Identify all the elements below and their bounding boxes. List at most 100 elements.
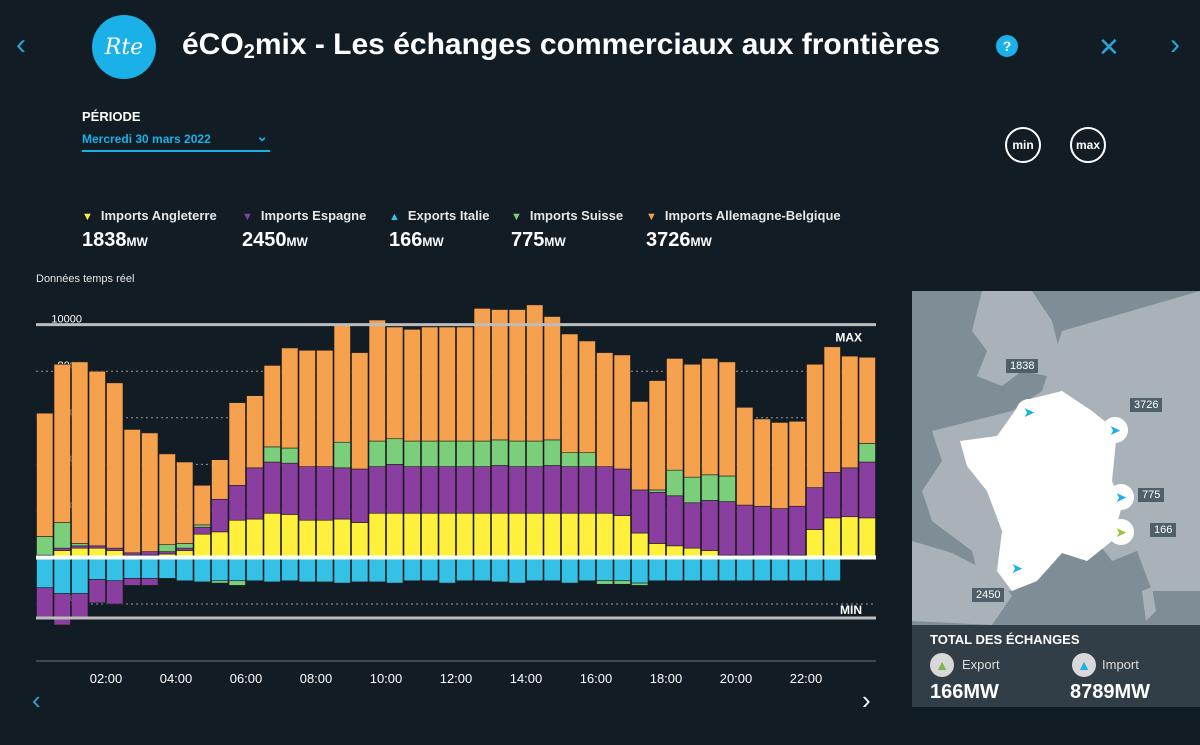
close-button[interactable]: ✕ <box>1098 32 1120 62</box>
bar-segment <box>281 462 299 515</box>
title-prefix: éCO <box>182 28 244 61</box>
bar-segment <box>508 440 526 467</box>
bar-segment <box>683 363 701 478</box>
arrow-import-espagne-icon[interactable]: ➤ <box>1004 555 1030 581</box>
legend-label: ▼ Imports Espagne <box>242 208 367 223</box>
bar-segment <box>211 557 229 582</box>
bar-segment <box>123 429 141 554</box>
arrow-export-italie-icon[interactable]: ➤ <box>1108 519 1134 545</box>
bar-segment <box>193 484 211 526</box>
bar-segment <box>88 370 106 547</box>
legend-item[interactable]: ▼ Imports Espagne 2450MW <box>242 208 366 252</box>
bar-segment <box>806 529 824 558</box>
bar-segment <box>193 526 211 535</box>
bar-segment <box>263 512 281 558</box>
header-next-button[interactable]: › <box>1170 28 1180 61</box>
bar-segment <box>806 487 824 530</box>
bar-segment <box>648 491 666 544</box>
chart-prev-button[interactable]: ‹ <box>32 685 41 715</box>
bar-segment <box>473 440 491 467</box>
legend-value: 1838MW <box>82 229 148 251</box>
bar-segment <box>508 512 526 558</box>
legend-item[interactable]: ▼ Imports Angleterre 1838MW <box>82 208 217 252</box>
legend-triangle-icon: ▼ <box>242 211 253 223</box>
help-icon[interactable]: ? <box>996 35 1018 57</box>
bar-segment <box>351 352 369 470</box>
bar-segment <box>88 579 106 604</box>
legend-value: 2450MW <box>242 229 308 251</box>
bar-segment <box>666 358 684 471</box>
bar-segment <box>263 557 281 583</box>
bar-segment <box>596 580 614 585</box>
bar-segment <box>53 522 71 549</box>
bar-segment <box>526 304 544 442</box>
bar-segment <box>176 461 194 544</box>
bar-segment <box>543 465 561 514</box>
bar-segment <box>561 557 579 584</box>
bar-segment <box>333 467 351 520</box>
totals-panel: TOTAL DES ÉCHANGES ▲ Export 166MW ▲ Impo… <box>912 625 1200 707</box>
bar-segment <box>736 557 754 582</box>
max-button[interactable]: max <box>1070 127 1106 163</box>
bar-segment <box>578 466 596 514</box>
header-prev-button[interactable]: ‹ <box>16 28 26 61</box>
bar-segment <box>526 512 544 558</box>
bar-segment <box>211 498 229 533</box>
bar-segment <box>473 308 491 442</box>
bar-segment <box>176 547 194 551</box>
import-label: Import <box>1102 657 1139 672</box>
legend-triangle-icon: ▼ <box>82 211 93 223</box>
min-button[interactable]: min <box>1005 127 1041 163</box>
bar-segment <box>281 347 299 449</box>
x-tick-label: 06:00 <box>230 671 263 686</box>
bar-segment <box>613 580 631 585</box>
bar-segment <box>403 512 421 558</box>
legend-triangle-icon: ▼ <box>646 211 657 223</box>
bar-segment <box>718 475 736 502</box>
arrow-import-angleterre-icon[interactable]: ➤ <box>1016 399 1042 425</box>
bar-segment <box>368 440 386 467</box>
bar-segment <box>246 518 264 558</box>
arrow-import-allemagne-icon[interactable]: ➤ <box>1102 417 1128 443</box>
bar-segment <box>316 466 334 521</box>
bar-segment <box>281 514 299 558</box>
bar-segment <box>596 557 614 582</box>
period-dropdown[interactable]: Mercredi 30 mars 2022 ⌄ <box>82 128 270 152</box>
bar-segment <box>333 441 351 469</box>
bar-segment <box>211 459 229 500</box>
totals-title: TOTAL DES ÉCHANGES <box>930 632 1080 647</box>
x-tick-label: 18:00 <box>650 671 683 686</box>
bar-segment <box>508 466 526 514</box>
bar-segment <box>281 447 299 464</box>
bar-segment <box>158 557 176 579</box>
bar-segment <box>176 557 194 582</box>
legend-item[interactable]: ▼ Imports Allemagne-Belgique 3726MW <box>646 208 841 252</box>
bar-segment <box>333 518 351 558</box>
bar-segment <box>578 557 596 582</box>
title-suffix: mix - Les échanges commerciaux aux front… <box>254 28 941 61</box>
bar-segment <box>736 407 754 506</box>
arrow-import-suisse-icon[interactable]: ➤ <box>1108 484 1134 510</box>
legend-item[interactable]: ▲ Exports Italie 166MW <box>389 208 490 252</box>
bar-segment <box>193 533 211 558</box>
map-label-angleterre: 1838 <box>1006 359 1039 373</box>
x-tick-label: 14:00 <box>510 671 543 686</box>
bar-segment <box>771 557 789 582</box>
chart-next-button[interactable]: › <box>862 685 871 715</box>
bar-segment <box>578 512 596 558</box>
bar-segment <box>368 512 386 558</box>
bar-segment <box>438 557 456 584</box>
legend-triangle-icon: ▼ <box>511 211 522 223</box>
bar-segment <box>788 557 806 582</box>
bar-segment <box>491 465 509 514</box>
x-tick-label: 16:00 <box>580 671 613 686</box>
bar-segment <box>228 402 246 486</box>
bar-segment <box>823 557 841 582</box>
bar-segment <box>631 557 649 584</box>
bar-segment <box>263 446 281 463</box>
bar-segment <box>613 354 631 470</box>
bar-segment <box>421 466 439 514</box>
legend-item[interactable]: ▼ Imports Suisse 775MW <box>511 208 623 252</box>
legend-value: 3726MW <box>646 229 712 251</box>
bar-segment <box>806 557 824 582</box>
